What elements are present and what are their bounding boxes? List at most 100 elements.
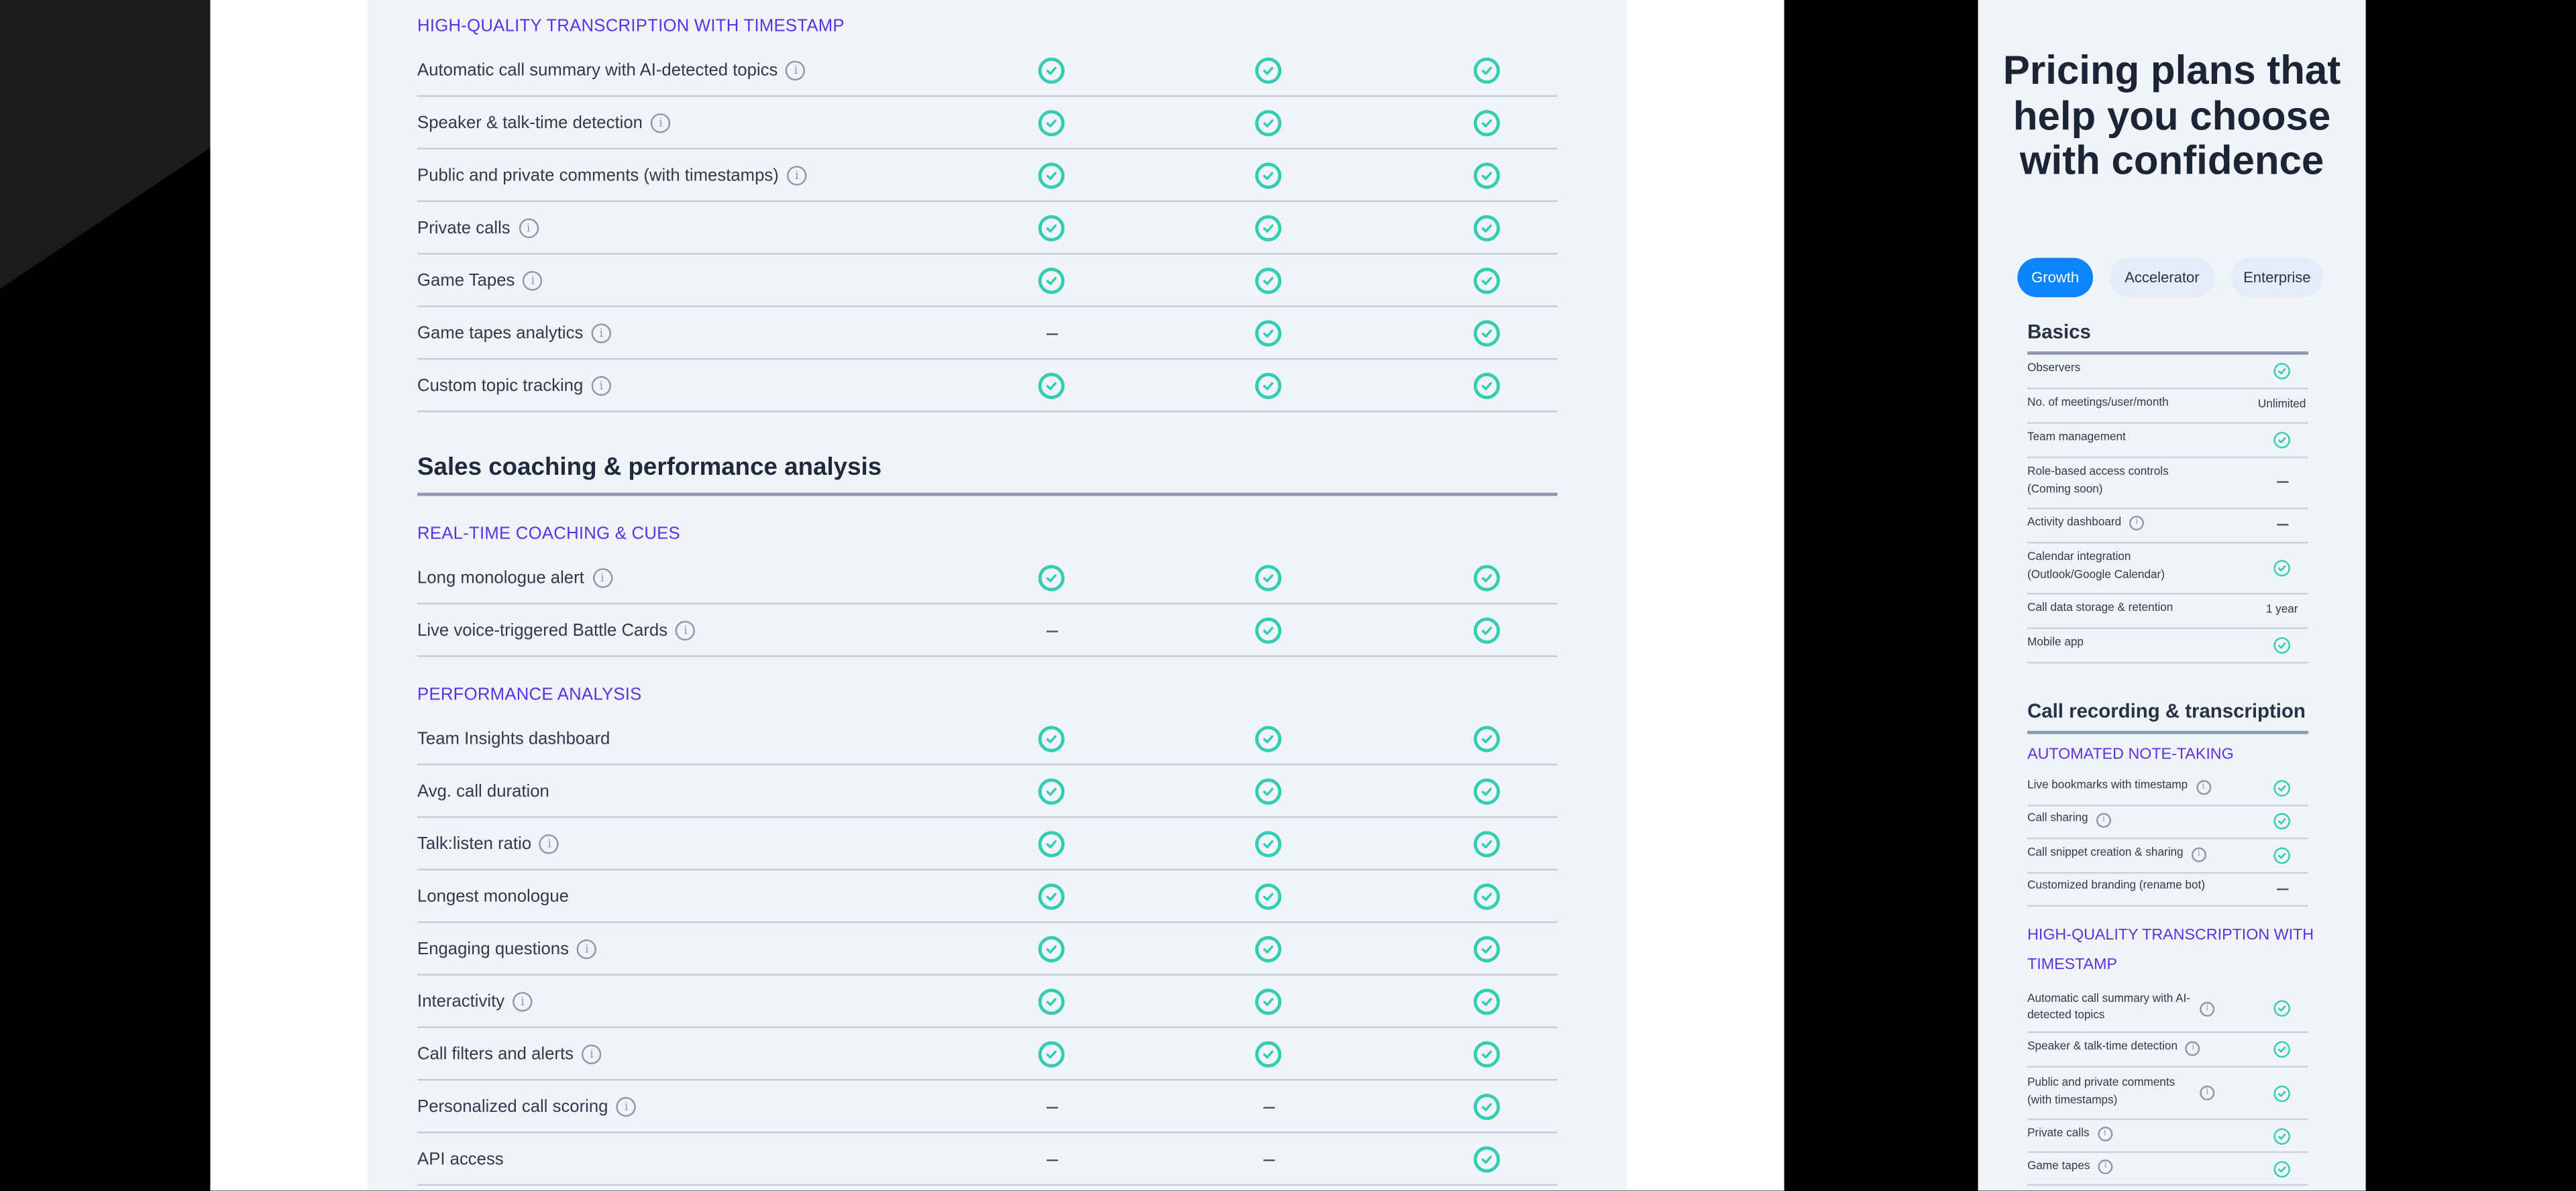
info-icon[interactable]: i xyxy=(2196,779,2211,795)
info-icon[interactable]: i xyxy=(2129,516,2145,532)
plan-value xyxy=(2254,524,2310,526)
feature-label: Team Insights dashboard xyxy=(417,713,610,765)
info-icon[interactable]: i xyxy=(591,376,611,396)
feature-name: Private calls xyxy=(2027,1127,2090,1139)
info-icon[interactable]: i xyxy=(523,271,543,292)
info-icon[interactable]: i xyxy=(518,219,539,239)
plan-cell xyxy=(1462,923,1511,975)
table-row: Avg. call duration xyxy=(417,765,1558,818)
plan-cell xyxy=(1462,44,1511,97)
table-row: Engaging questions i xyxy=(417,923,1558,976)
info-icon[interactable]: i xyxy=(591,323,611,344)
plan-cell xyxy=(1244,255,1293,307)
dash-icon xyxy=(1045,1106,1057,1108)
plan-cell xyxy=(1027,359,1076,412)
plan-cell xyxy=(1027,150,1076,202)
feature-name: Mobile app xyxy=(2027,636,2084,648)
check-icon xyxy=(1255,372,1282,400)
check-icon xyxy=(1038,935,1065,963)
feature-name: Public and private comments (with timest… xyxy=(417,166,779,186)
section-heading-recording: Call recording & transcription xyxy=(2027,699,2306,723)
feature-label: Calendar integration (Outlook/Google Cal… xyxy=(2027,550,2249,584)
info-icon[interactable]: i xyxy=(616,1097,637,1117)
category-label: AUTOMATED NOTE-TAKING xyxy=(2027,745,2234,764)
table-row: Activity dashboard i xyxy=(2027,508,2308,543)
divider xyxy=(2027,730,2308,734)
feature-label: Public and private comments (with timest… xyxy=(417,150,807,202)
feature-name: Role-based access controls (Coming soon) xyxy=(2027,466,2169,496)
plan-cell xyxy=(1027,604,1076,657)
feature-label: Talk:listen ratio i xyxy=(417,818,559,870)
feature-name: Customized branding (rename bot) xyxy=(2027,881,2205,893)
plan-cell xyxy=(1244,1028,1293,1080)
plan-value xyxy=(2254,1160,2310,1177)
feature-label: Call data storage & retention xyxy=(2027,601,2249,620)
info-icon[interactable]: i xyxy=(2200,1001,2215,1016)
category-label: REAL-TIME COACHING & CUES xyxy=(417,524,680,544)
table-row: Automatic call summary with AI-detected … xyxy=(2027,985,2308,1033)
check-icon xyxy=(1038,883,1065,910)
info-icon[interactable]: i xyxy=(2097,1127,2112,1143)
info-icon[interactable]: i xyxy=(651,113,671,133)
feature-label: Longest monologue xyxy=(417,870,569,923)
info-icon[interactable]: i xyxy=(2200,1085,2215,1100)
plan-cell xyxy=(1027,44,1076,97)
plan-value xyxy=(2254,481,2310,484)
table-row: Private calls i xyxy=(417,202,1558,255)
info-icon[interactable]: i xyxy=(2096,813,2111,828)
feature-label: Game Tapes i xyxy=(417,255,543,307)
plan-value: 1 year xyxy=(2254,604,2310,616)
check-icon xyxy=(1038,988,1065,1015)
plan-cell xyxy=(1244,604,1293,657)
info-icon[interactable]: i xyxy=(577,940,597,960)
dash-icon xyxy=(2276,481,2288,484)
plan-cell xyxy=(1027,1133,1076,1186)
feature-name: Game tapes analytics xyxy=(417,323,584,343)
table-row: Talk:listen ratio i xyxy=(417,818,1558,870)
info-icon[interactable]: i xyxy=(539,834,559,855)
tab-growth[interactable]: Growth xyxy=(2017,258,2094,298)
table-row: Call data storage & retention 1 year xyxy=(2027,593,2308,628)
table-row: Live bookmarks with timestamp i xyxy=(2027,772,2308,806)
check-icon xyxy=(2273,1041,2290,1058)
feature-label: Public and private comments (with timest… xyxy=(2027,1076,2249,1110)
check-icon xyxy=(1473,1094,1500,1121)
info-icon[interactable]: i xyxy=(592,568,612,589)
plan-cell xyxy=(1027,552,1076,604)
feature-name: Talk:listen ratio xyxy=(417,834,532,854)
feature-label: No. of meetings/user/month xyxy=(2027,395,2249,414)
info-icon[interactable]: i xyxy=(787,166,807,186)
feature-name: Custom topic tracking xyxy=(417,376,584,396)
table-row: Call sharing i xyxy=(2027,805,2308,840)
info-icon[interactable]: i xyxy=(2191,846,2206,862)
plan-cell xyxy=(1462,1028,1511,1080)
info-icon[interactable]: i xyxy=(676,621,696,641)
feature-label: Team management xyxy=(2027,430,2249,449)
table-row: Live voice-triggered Battle Cards i xyxy=(417,604,1558,657)
check-icon xyxy=(1255,215,1282,242)
plan-cell xyxy=(1462,976,1511,1028)
check-icon xyxy=(1038,215,1065,242)
tab-enterprise[interactable]: Enterprise xyxy=(2231,258,2323,298)
check-icon xyxy=(1038,110,1065,137)
plan-cell xyxy=(1244,976,1293,1028)
check-icon xyxy=(1255,1041,1282,1068)
feature-label: Call sharing i xyxy=(2027,812,2249,831)
table-row: Private calls i xyxy=(2027,1120,2308,1153)
info-icon[interactable]: i xyxy=(2098,1160,2113,1176)
check-icon xyxy=(1255,57,1282,84)
plan-cell xyxy=(1027,202,1076,254)
dash-icon xyxy=(1045,1158,1057,1161)
plan-cell xyxy=(1462,713,1511,765)
info-icon[interactable]: i xyxy=(2186,1041,2201,1056)
plan-cell xyxy=(1244,870,1293,923)
info-icon[interactable]: i xyxy=(786,61,806,81)
check-icon xyxy=(1473,320,1500,347)
tab-accelerator[interactable]: Accelerator xyxy=(2109,258,2215,298)
info-icon[interactable]: i xyxy=(513,992,533,1013)
plan-cell xyxy=(1027,307,1076,359)
feature-label: Speaker & talk-time detection i xyxy=(417,97,671,149)
check-icon xyxy=(1473,57,1500,84)
check-icon xyxy=(1473,726,1500,752)
info-icon[interactable]: i xyxy=(582,1045,602,1065)
